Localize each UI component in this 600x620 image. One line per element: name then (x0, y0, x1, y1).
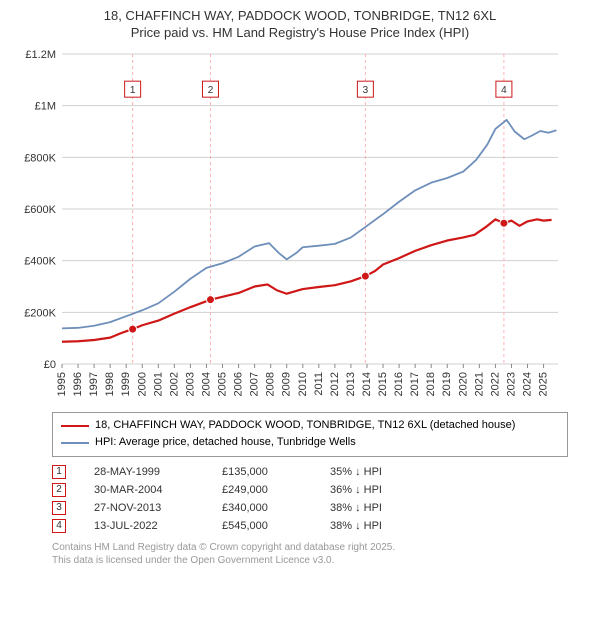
pin-number: 4 (52, 519, 66, 533)
footer-line-1: Contains HM Land Registry data © Crown c… (52, 541, 568, 554)
svg-text:3: 3 (363, 85, 369, 96)
legend-item-2: HPI: Average price, detached house, Tunb… (61, 434, 559, 452)
pin-number: 1 (52, 465, 66, 479)
legend-swatch-2 (61, 442, 89, 444)
svg-text:2020: 2020 (457, 372, 469, 396)
svg-text:2014: 2014 (361, 372, 373, 396)
svg-text:2022: 2022 (489, 372, 501, 396)
legend: 18, CHAFFINCH WAY, PADDOCK WOOD, TONBRID… (52, 412, 568, 457)
svg-text:2003: 2003 (184, 372, 196, 396)
sales-row: 2 30-MAR-2004 £249,000 36% ↓ HPI (52, 481, 568, 499)
pin-number: 3 (52, 501, 66, 515)
sale-price: £340,000 (222, 502, 302, 514)
svg-text:2021: 2021 (473, 372, 485, 396)
legend-label-2: HPI: Average price, detached house, Tunb… (95, 434, 356, 452)
legend-item-1: 18, CHAFFINCH WAY, PADDOCK WOOD, TONBRID… (61, 417, 559, 435)
svg-text:2001: 2001 (152, 372, 164, 396)
footer-attribution: Contains HM Land Registry data © Crown c… (52, 541, 568, 567)
svg-text:2007: 2007 (249, 372, 261, 396)
svg-text:2: 2 (208, 85, 214, 96)
sale-diff: 35% ↓ HPI (330, 466, 430, 478)
sale-date: 28-MAY-1999 (94, 466, 194, 478)
svg-text:1: 1 (130, 85, 136, 96)
sale-diff: 38% ↓ HPI (330, 502, 430, 514)
sale-price: £545,000 (222, 520, 302, 532)
sale-price: £135,000 (222, 466, 302, 478)
svg-text:2019: 2019 (441, 372, 453, 396)
svg-text:£200K: £200K (24, 307, 56, 319)
sale-date: 27-NOV-2013 (94, 502, 194, 514)
chart-container: 18, CHAFFINCH WAY, PADDOCK WOOD, TONBRID… (0, 0, 600, 575)
sale-date: 30-MAR-2004 (94, 484, 194, 496)
legend-swatch-1 (61, 425, 89, 427)
svg-text:1997: 1997 (88, 372, 100, 396)
pin-number: 2 (52, 483, 66, 497)
svg-text:1999: 1999 (120, 372, 132, 396)
svg-text:£800K: £800K (24, 152, 56, 164)
svg-text:2013: 2013 (345, 372, 357, 396)
sales-table: 1 28-MAY-1999 £135,000 35% ↓ HPI 2 30-MAR-200… (52, 463, 568, 535)
sale-diff: 38% ↓ HPI (330, 520, 430, 532)
svg-text:£400K: £400K (24, 255, 56, 267)
svg-text:2005: 2005 (217, 372, 229, 396)
svg-text:2011: 2011 (313, 372, 325, 396)
chart-plot: £0 £200K £400K £600K £800K £1M £1.2M 1 2 3 4 1995 19… (12, 46, 588, 406)
sale-date: 13-JUL-2022 (94, 520, 194, 532)
svg-text:2012: 2012 (329, 372, 341, 396)
svg-text:£1M: £1M (35, 100, 56, 112)
legend-label-1: 18, CHAFFINCH WAY, PADDOCK WOOD, TONBRID… (95, 417, 515, 435)
svg-text:£0: £0 (44, 359, 56, 371)
svg-text:2024: 2024 (522, 372, 534, 396)
footer-line-2: This data is licensed under the Open Gov… (52, 554, 568, 567)
svg-text:2006: 2006 (233, 372, 245, 396)
svg-text:4: 4 (501, 85, 507, 96)
svg-text:2010: 2010 (297, 372, 309, 396)
sales-row: 1 28-MAY-1999 £135,000 35% ↓ HPI (52, 463, 568, 481)
sale-diff: 36% ↓ HPI (330, 484, 430, 496)
svg-text:2002: 2002 (168, 372, 180, 396)
svg-text:2004: 2004 (200, 372, 212, 396)
sales-row: 3 27-NOV-2013 £340,000 38% ↓ HPI (52, 499, 568, 517)
svg-text:2015: 2015 (377, 372, 389, 396)
svg-text:2008: 2008 (265, 372, 277, 396)
title-line-1: 18, CHAFFINCH WAY, PADDOCK WOOD, TONBRID… (12, 8, 588, 25)
svg-text:£1.2M: £1.2M (25, 49, 56, 61)
svg-text:1998: 1998 (104, 372, 116, 396)
svg-text:2016: 2016 (393, 372, 405, 396)
sale-price: £249,000 (222, 484, 302, 496)
line-chart-svg: £0 £200K £400K £600K £800K £1M £1.2M 1 2 3 4 1995 19… (12, 46, 572, 406)
chart-title: 18, CHAFFINCH WAY, PADDOCK WOOD, TONBRID… (12, 8, 588, 42)
svg-text:2025: 2025 (538, 372, 550, 396)
svg-text:2000: 2000 (136, 372, 148, 396)
svg-text:2017: 2017 (409, 372, 421, 396)
svg-text:£600K: £600K (24, 204, 56, 216)
title-line-2: Price paid vs. HM Land Registry's House … (12, 25, 588, 42)
svg-text:2009: 2009 (281, 372, 293, 396)
svg-text:1995: 1995 (56, 372, 68, 396)
svg-text:2023: 2023 (505, 372, 517, 396)
svg-text:1996: 1996 (72, 372, 84, 396)
sales-row: 4 13-JUL-2022 £545,000 38% ↓ HPI (52, 517, 568, 535)
svg-text:2018: 2018 (425, 372, 437, 396)
